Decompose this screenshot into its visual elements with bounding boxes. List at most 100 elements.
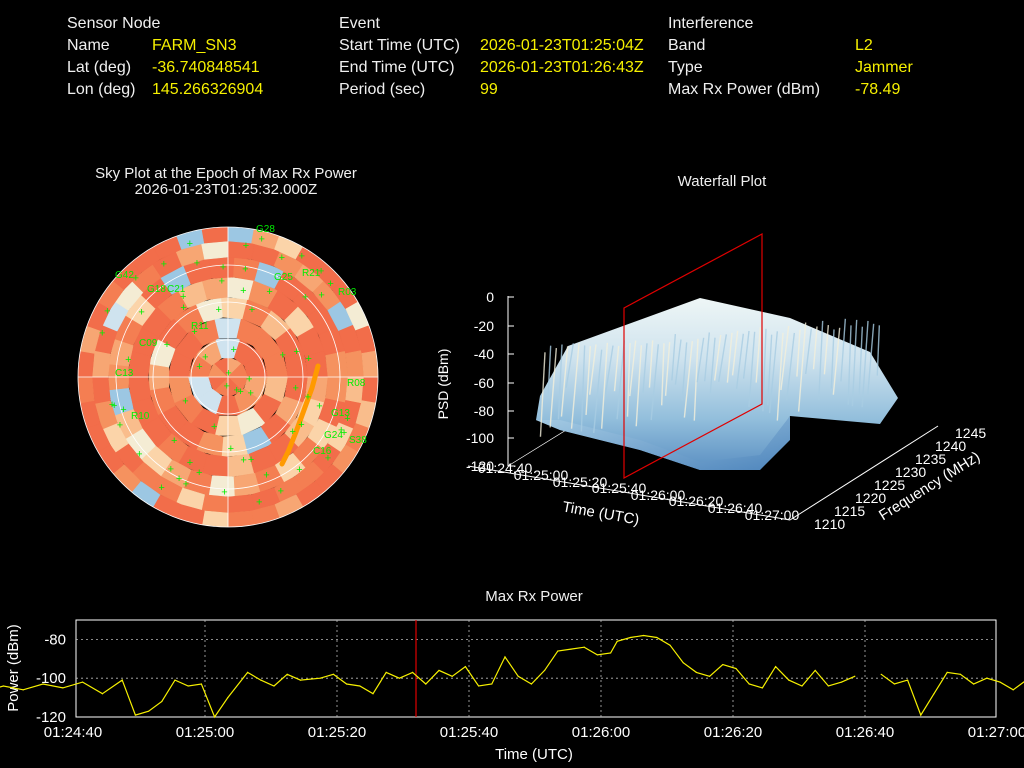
sky-cell (78, 350, 95, 378)
max-rx-power-point (643, 634, 645, 637)
psd-ridge (731, 330, 739, 376)
satellite-label: R11 (191, 321, 209, 332)
psd-ridge (604, 345, 614, 398)
satellite-marker: + (111, 400, 117, 412)
max-rx-power-point (148, 710, 150, 712)
satellite-marker: + (279, 252, 285, 264)
psd-ridge (660, 343, 665, 406)
end-time-label: End Time (UTC) (339, 59, 455, 76)
max-rx-power-point (880, 673, 882, 675)
psd-ridge (580, 345, 586, 432)
max-rx-power-point (570, 648, 572, 650)
type-value: Jammer (855, 59, 913, 76)
psd-ridge (664, 342, 671, 396)
satellite-marker: + (117, 420, 123, 432)
satellite-marker: + (305, 392, 311, 404)
psd-ridge (861, 320, 869, 408)
sky-cell (325, 350, 349, 378)
psd-ridge (796, 329, 801, 377)
max-rx-power-point (42, 683, 44, 685)
satellite-marker: + (182, 395, 188, 407)
satellite-marker: + (225, 367, 231, 379)
satellite-marker: + (240, 455, 246, 467)
start-time-value: 2026-01-23T01:25:04Z (480, 37, 644, 54)
max-rx-power-point (854, 675, 856, 677)
psd-ridge (570, 342, 580, 429)
psd-ridge (766, 334, 773, 406)
satellite-marker: + (316, 401, 322, 413)
psd-ridge (671, 333, 677, 381)
period-value: 99 (480, 81, 498, 98)
satellite-label: G24 (324, 430, 343, 441)
max-rx-power-point (557, 650, 559, 652)
time-tick-label: 01:26:40 (708, 500, 763, 516)
psd-ridge (650, 344, 660, 421)
psd-ridge (851, 319, 858, 407)
sky-plot: G28 R21 G25 R03 R08 G13 G24 S38 C16 C13 G18 R10 G42 C… (77, 224, 379, 528)
z-tick-label: -80 (474, 403, 494, 419)
satellite-label: G25 (274, 272, 293, 283)
satellite-marker: + (243, 240, 249, 252)
satellite-marker: + (138, 306, 144, 318)
psd-ridge (539, 352, 546, 437)
max-rx-power-point (610, 652, 612, 654)
psd-ridge (681, 342, 688, 401)
max-rx-power-point (438, 669, 440, 672)
type-label: Type (668, 59, 703, 76)
x-tick-label: 01:26:00 (572, 724, 630, 741)
satellite-marker: + (233, 385, 239, 397)
satellite-label: C16 (313, 446, 332, 457)
psd-ridge (549, 348, 558, 428)
satellite-marker: + (293, 346, 299, 358)
time-tick-label: 01:25:00 (514, 467, 569, 483)
lon-value: 145.266326904 (152, 81, 264, 98)
satellite-marker: + (266, 286, 272, 298)
max-rx-power-point (1012, 689, 1014, 691)
satellite-marker: + (296, 464, 302, 476)
interference-title: Interference (668, 15, 754, 32)
satellite-marker: + (104, 306, 110, 318)
z-tick-label: -120 (466, 458, 494, 474)
sky-plot-subtitle: 2026-01-23T01:25:32.000Z (134, 181, 318, 198)
satellite-marker: + (220, 261, 226, 273)
satellite-marker: + (246, 374, 252, 386)
time-axis-label: Time (UTC) (561, 498, 641, 528)
max-rx-power-point (682, 662, 684, 664)
psd-ridge (693, 338, 699, 421)
sky-cell (221, 434, 249, 458)
freq-tick-label: 1225 (874, 477, 905, 493)
jammer-track (279, 363, 321, 467)
satellite-marker: + (221, 487, 227, 499)
max-rx-power-point (346, 683, 348, 685)
psd-ridge (768, 331, 779, 414)
psd-ridge (804, 328, 813, 375)
psd-ridge (600, 342, 609, 429)
max-rx-power-point (709, 675, 711, 677)
psd-ridge (683, 341, 694, 418)
satellite-marker: + (231, 344, 237, 356)
time-tick-label: 01:25:40 (592, 480, 647, 496)
psd-ridge (726, 332, 733, 383)
max-rx-power-point (247, 671, 249, 673)
max-rx-power-point (161, 700, 163, 703)
sky-cell (227, 227, 255, 244)
psd-ridge (616, 340, 626, 420)
max-rx-power-point (775, 665, 777, 668)
max-rx-power-point (748, 683, 750, 685)
period-label: Period (sec) (339, 81, 426, 98)
max-rx-power-chart: 01:24:40 01:25:00 01:25:20 01:25:40 01:26:00… (0, 619, 1024, 763)
max-rx-power-point (629, 636, 632, 639)
psd-ridge (593, 349, 603, 434)
psd-ridge (840, 318, 847, 382)
max-rx-power-point (22, 689, 24, 691)
psd-ridge (797, 322, 807, 412)
satellite-marker: + (216, 304, 222, 316)
psd-ridge (560, 346, 569, 417)
satellite-marker: + (196, 361, 202, 373)
time-tick-label: 01:26:20 (669, 493, 724, 509)
psd-ridge (613, 345, 620, 392)
satellite-label: R08 (347, 378, 366, 389)
satellite-label: G28 (256, 224, 275, 235)
max-rx-power-point (788, 679, 790, 681)
satellite-marker: + (99, 327, 105, 339)
